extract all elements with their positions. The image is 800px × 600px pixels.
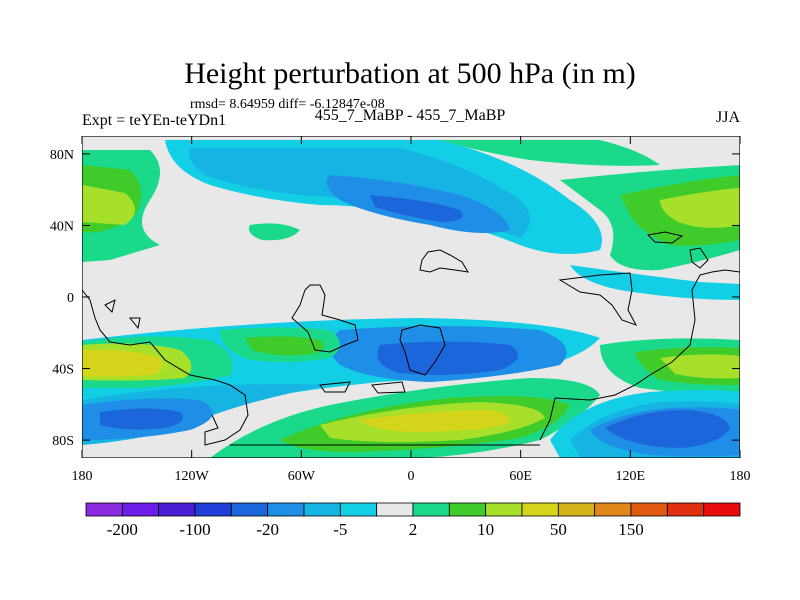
field-north: [82, 140, 740, 300]
colorbar-label: -100: [179, 520, 210, 539]
colorbar-box: [630, 502, 668, 517]
colorbar-labels: -200 -100 -20 -5 2 10 50 150: [107, 520, 644, 539]
colorbar-box: [339, 502, 378, 517]
lon-tick-label: 120W: [175, 469, 210, 484]
colorbar-label: 50: [550, 520, 567, 539]
colorbar-box: [267, 502, 305, 517]
colorbar-box: [85, 502, 123, 517]
lat-tick-label: 0: [67, 291, 74, 306]
lon-tick-label: 180: [730, 469, 751, 484]
colorbar-box: [303, 502, 341, 517]
lat-tick-label: 40N: [50, 219, 74, 234]
lon-tick-label: 180: [72, 469, 93, 484]
contour-map: [82, 136, 740, 458]
experiment-label: Expt = teYEn-teYDn1: [82, 112, 226, 129]
colorbar-label: -5: [333, 520, 347, 539]
season-label: JJA: [716, 109, 740, 126]
plot-title: Height perturbation at 500 hPa (in m): [184, 57, 636, 90]
lat-tick-label: 40S: [52, 363, 74, 378]
lon-tick-label: 0: [408, 469, 415, 484]
longitude-axis: 180 120W 60W 0 60E 120E 180: [72, 136, 751, 484]
colorbar-box: [557, 502, 596, 517]
colorbar-box: [194, 502, 232, 517]
lon-tick-label: 60E: [509, 469, 532, 484]
colorbar-label: -20: [256, 520, 279, 539]
colorbar-label: 2: [409, 520, 418, 539]
colorbar: [85, 502, 741, 517]
colorbar-box: [412, 502, 450, 517]
lat-tick-label: 80N: [50, 148, 74, 163]
stats-label: rmsd= 8.64959 diff= -6.12847e-08: [190, 97, 385, 112]
lat-tick-label: 80S: [52, 434, 74, 449]
colorbar-box: [158, 502, 196, 517]
comparison-label: 455_7_MaBP - 455_7_MaBP: [315, 107, 506, 124]
colorbar-box: [376, 502, 414, 517]
colorbar-box: [666, 502, 705, 517]
colorbar-label: 10: [477, 520, 494, 539]
lon-tick-label: 120E: [616, 469, 646, 484]
lon-tick-label: 60W: [288, 469, 316, 484]
colorbar-box: [594, 502, 632, 517]
colorbar-label: -200: [107, 520, 138, 539]
colorbar-box: [703, 502, 741, 517]
latitude-axis: 80N 40N 0 40S 80S: [50, 148, 740, 449]
colorbar-box: [485, 502, 523, 517]
colorbar-label: 150: [618, 520, 644, 539]
colorbar-box: [230, 502, 269, 517]
coastlines: [82, 231, 740, 446]
colorbar-box: [121, 502, 160, 517]
colorbar-box: [448, 502, 487, 517]
colorbar-box: [521, 502, 559, 517]
field-south: [82, 318, 740, 458]
